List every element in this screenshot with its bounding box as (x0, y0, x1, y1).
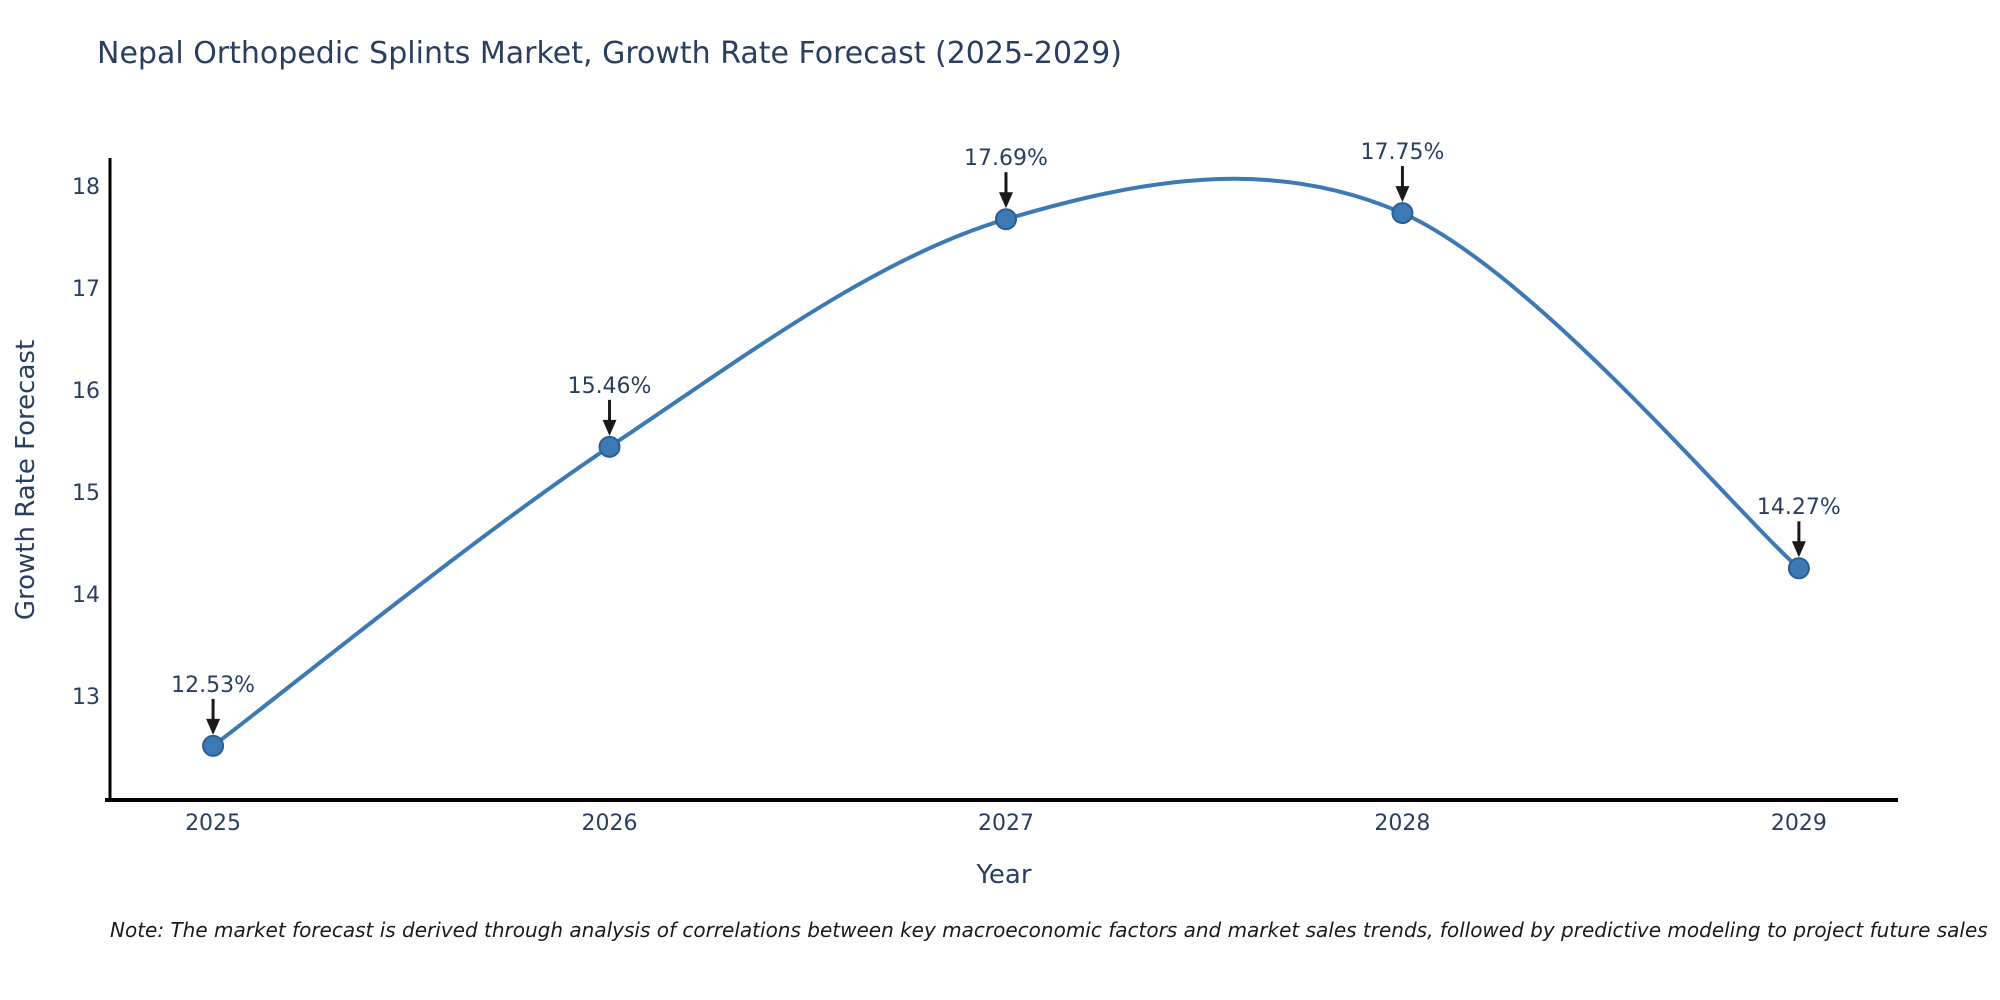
x-tick-label-2025: 2025 (185, 811, 242, 836)
data-point-marker-2025[interactable] (202, 734, 225, 757)
y-axis-title: Growth Rate Forecast (11, 339, 41, 621)
x-tick-label-2027: 2027 (977, 811, 1034, 836)
point-annotation-2029: 14.27% (1756, 495, 1841, 521)
y-tick-label-13: 13 (72, 684, 100, 710)
annotation-arrow-head (206, 718, 221, 735)
point-annotation-2028: 17.75% (1360, 139, 1445, 165)
annotation-arrow-head (1395, 186, 1410, 203)
y-tick-label-17: 17 (72, 276, 100, 302)
data-point-marker-2029[interactable] (1787, 557, 1810, 580)
data-point-marker-2026[interactable] (598, 435, 621, 458)
point-annotation-2027: 17.69% (964, 146, 1048, 172)
x-tick-label-2029: 2029 (1770, 811, 1827, 836)
chart-title: Nepal Orthopedic Splints Market, Growth … (97, 36, 1122, 71)
x-tick-label-2026: 2026 (581, 811, 638, 836)
y-tick-label-14: 14 (72, 582, 100, 608)
footnote: Note: The market forecast is derived thr… (110, 918, 1988, 942)
y-tick-label-15: 15 (72, 480, 100, 506)
y-tick-label-16: 16 (72, 378, 100, 404)
x-axis-title: Year (976, 860, 1032, 890)
annotation-arrow-head (602, 419, 617, 436)
annotation-arrow-head (998, 192, 1013, 209)
data-point-marker-2027[interactable] (994, 208, 1017, 231)
data-point-marker-2028[interactable] (1391, 202, 1414, 225)
point-annotation-2026: 15.46% (567, 373, 652, 399)
y-tick-label-18: 18 (72, 174, 100, 200)
point-annotation-2025: 12.53% (171, 672, 256, 698)
line-series-path (211, 176, 1801, 748)
annotation-arrow-head (1791, 541, 1806, 558)
x-tick-label-2028: 2028 (1374, 811, 1431, 836)
